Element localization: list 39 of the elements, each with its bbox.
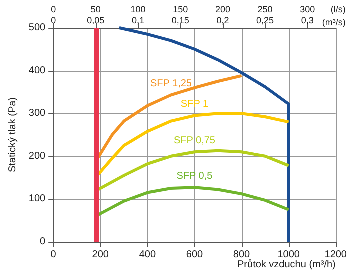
x-axis-title: Průtok vzduchu (m³/h) [238,258,336,270]
series-label: SFP 1,25 [150,78,192,90]
y-axis-title: Statický tlak (Pa) [8,97,18,173]
line-series [96,74,244,160]
y-tick-label: 200 [28,150,46,162]
text: 0,15 [172,16,190,26]
text: 0,05 [87,16,105,26]
x2-tick-label: 300 [300,4,316,14]
x2-tick-label: 200 [215,4,230,14]
text: 0,3 [301,16,314,26]
series-label: SFP 1 [180,99,209,110]
y-tick-label: 300 [28,108,46,120]
x-tick-label: 600 [186,250,204,260]
text: (m³/s) [322,18,346,28]
y-tick-label: 500 [28,22,46,34]
text: 0,2 [216,16,230,26]
x2-tick-label: 0 [51,4,56,14]
x2-axis-title: (l/s) [330,4,346,14]
x-tick-label: 1000 [278,250,300,260]
y-tick-label: 400 [28,65,46,76]
y-tick-label: 0 [40,236,46,248]
x-tick-label: 400 [139,250,156,260]
x2-tick-label: 250 [258,4,273,14]
line-series [96,149,290,192]
text: 0 [51,16,56,26]
x-tick-label: 1200 [324,250,348,260]
y-tick-label: 100 [28,194,46,205]
series-label: SFP 0,75 [174,136,216,147]
series-label: SFP 0,5 [176,171,214,182]
x2-tick-label: 50 [90,4,101,14]
text: 0,1 [132,16,145,26]
line-series [96,186,290,217]
x-tick-label: 200 [92,250,110,260]
text: 0,25 [256,16,274,26]
x2-tick-label: 100 [130,4,146,14]
line-series [118,26,290,244]
x2-tick-label: 150 [173,4,188,14]
x-tick-label: 800 [233,250,251,260]
x-tick-label: 0 [50,250,57,260]
